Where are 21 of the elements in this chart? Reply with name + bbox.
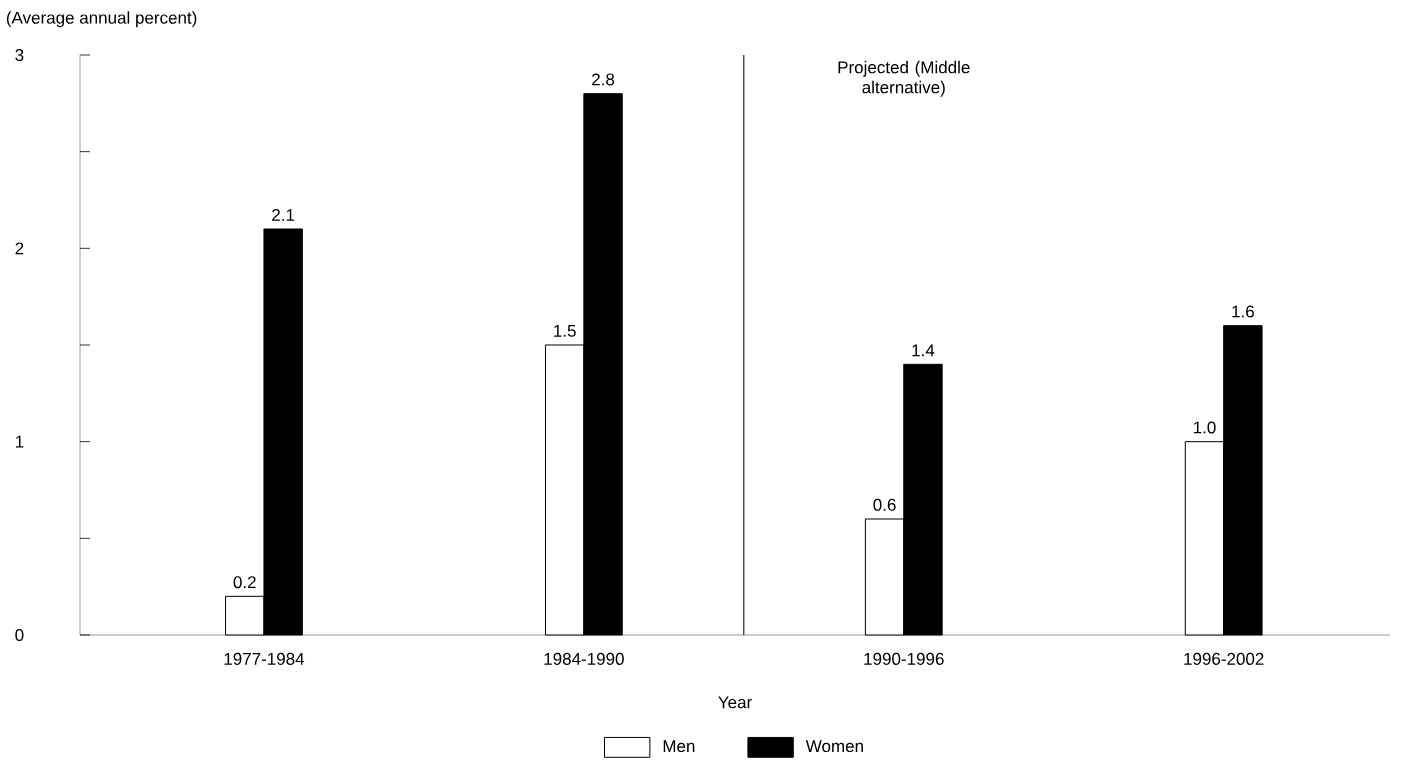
data-label: 1.4 (912, 344, 935, 357)
y-tick-label: 3 (15, 48, 24, 62)
data-label: 0.2 (233, 576, 256, 589)
data-label: 1.6 (1232, 305, 1254, 318)
x-tick-label: 1990-1996 (864, 652, 944, 665)
x-tick-label: 1984-1990 (544, 652, 624, 665)
x-axis-title: Year (718, 696, 752, 709)
legend-label: Women (805, 740, 863, 753)
data-label: 2.8 (592, 73, 615, 86)
x-tick-label: 1977-1984 (224, 652, 305, 665)
data-label: 0.6 (873, 498, 896, 511)
data-label: 1.5 (554, 324, 576, 337)
annotation: Projected (Middle alternative) (838, 60, 970, 97)
data-label: 2.1 (272, 208, 295, 221)
data-label: 1.0 (1193, 421, 1216, 434)
x-tick-label: 1996-2002 (1184, 652, 1264, 665)
y-tick-label: 0 (15, 628, 24, 642)
y-tick-label: 1 (15, 435, 24, 448)
y-tick-label: 2 (15, 242, 24, 255)
y-axis-title: (Average annual percent) (6, 11, 197, 28)
legend-label: Men (663, 740, 695, 753)
